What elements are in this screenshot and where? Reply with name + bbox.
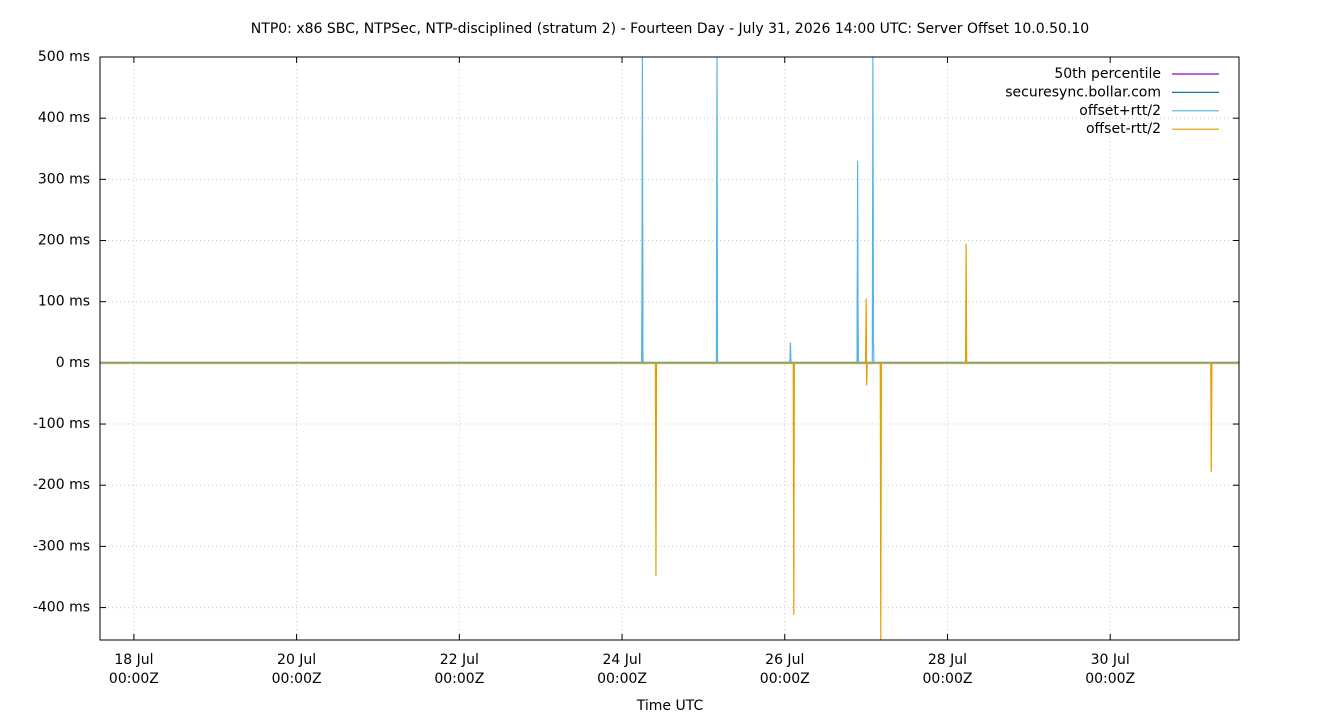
chart-title: NTP0: x86 SBC, NTPSec, NTP-disciplined (… xyxy=(251,21,1089,37)
y-tick-label: -100 ms xyxy=(33,416,90,432)
x-tick-label: 20 Jul 00:00Z xyxy=(271,652,322,687)
legend-label: offset-rtt/2 xyxy=(1086,121,1161,137)
x-tick-label: 24 Jul 00:00Z xyxy=(597,652,647,687)
plot-frame xyxy=(99,56,1240,641)
x-axis-label: Time UTC xyxy=(636,698,704,714)
legend-label: 50th percentile xyxy=(1054,66,1161,82)
x-tick-label: 26 Jul 00:00Z xyxy=(759,652,810,687)
y-tick-label: 0 ms xyxy=(56,355,90,371)
y-tick-label: 100 ms xyxy=(38,294,90,310)
legend-label: offset+rtt/2 xyxy=(1079,103,1161,119)
y-tick-label: 200 ms xyxy=(38,233,90,249)
x-tick-label: 30 Jul 00:00Z xyxy=(1085,652,1136,687)
x-tick-label: 22 Jul 00:00Z xyxy=(434,652,485,687)
series-line xyxy=(100,243,1239,641)
series-line xyxy=(100,56,1239,363)
y-tick-label: -300 ms xyxy=(33,538,90,554)
y-tick-label: -200 ms xyxy=(33,477,90,493)
series-line xyxy=(100,209,1239,364)
x-tick-label: 28 Jul 00:00Z xyxy=(922,652,973,687)
y-tick-label: 500 ms xyxy=(38,49,90,65)
x-tick-label: 18 Jul 00:00Z xyxy=(108,652,159,687)
y-tick-label: 400 ms xyxy=(38,110,90,126)
y-tick-label: 300 ms xyxy=(38,171,90,187)
y-tick-label: -400 ms xyxy=(33,600,90,616)
legend-label: securesync.bollar.com xyxy=(1005,84,1161,100)
